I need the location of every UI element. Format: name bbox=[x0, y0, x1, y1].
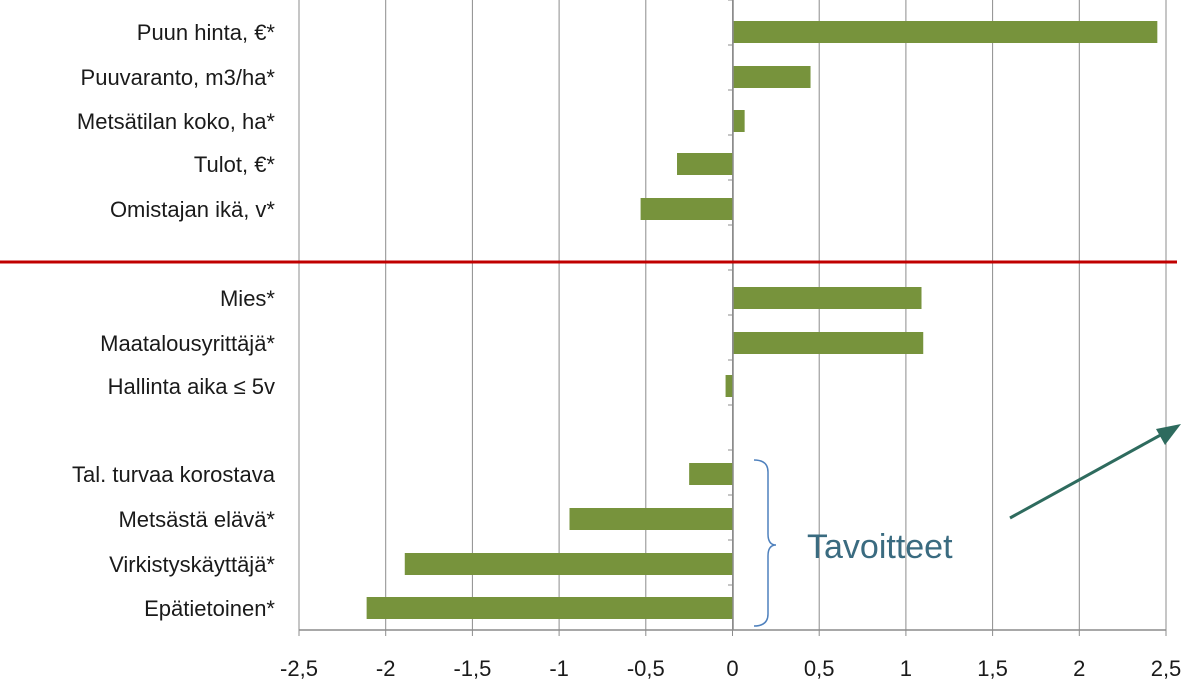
bar bbox=[640, 198, 733, 220]
x-tick-label: -0,5 bbox=[627, 656, 665, 681]
annotation-label: Tavoitteet bbox=[807, 528, 953, 566]
category-label: Virkistyskäyttäjä* bbox=[109, 552, 275, 577]
bar bbox=[725, 375, 733, 397]
annotation-arrow-head bbox=[1156, 424, 1181, 445]
category-label: Puuvaranto, m3/ha* bbox=[81, 65, 276, 90]
category-label: Puun hinta, €* bbox=[137, 20, 276, 45]
annotation-bracket bbox=[753, 459, 777, 627]
bar bbox=[366, 597, 733, 619]
category-label: Omistajan ikä, v* bbox=[110, 197, 275, 222]
bar bbox=[732, 332, 924, 354]
bar bbox=[732, 110, 745, 132]
annotation-group: Tavoitteet bbox=[753, 424, 1181, 627]
x-tick-label: 2,5 bbox=[1151, 656, 1182, 681]
category-label: Metsästä elävä* bbox=[118, 507, 275, 532]
category-label: Hallinta aika ≤ 5v bbox=[108, 374, 275, 399]
annotation-arrow bbox=[1009, 430, 1167, 520]
x-tick-label: -2 bbox=[376, 656, 396, 681]
x-tick-label: 2 bbox=[1073, 656, 1085, 681]
x-tick-label: -1 bbox=[549, 656, 569, 681]
axes bbox=[298, 0, 1167, 636]
category-labels: Puun hinta, €* Puuvaranto, m3/ha* Metsätil… bbox=[72, 20, 276, 621]
bars bbox=[366, 21, 1158, 619]
x-tick-label: 0 bbox=[726, 656, 738, 681]
category-label: Epätietoinen* bbox=[144, 596, 275, 621]
x-tick-label: -2,5 bbox=[280, 656, 318, 681]
x-tick-label: 0,5 bbox=[804, 656, 835, 681]
x-tick-label: 1,5 bbox=[977, 656, 1008, 681]
bar bbox=[732, 21, 1158, 43]
bar bbox=[732, 66, 811, 88]
bar bbox=[677, 153, 733, 175]
bar bbox=[689, 463, 733, 485]
x-tick-labels: -2,5 -2 -1,5 -1 -0,5 0 0,5 1 1,5 2 2,5 bbox=[280, 656, 1181, 681]
x-tick-label: -1,5 bbox=[453, 656, 491, 681]
category-label: Metsätilan koko, ha* bbox=[77, 109, 276, 134]
bar bbox=[404, 553, 733, 575]
category-label: Mies* bbox=[220, 286, 275, 311]
category-label: Tal. turvaa korostava bbox=[72, 462, 276, 487]
bar bbox=[569, 508, 733, 530]
category-label: Tulot, €* bbox=[194, 152, 276, 177]
x-tick-label: 1 bbox=[900, 656, 912, 681]
bar bbox=[732, 287, 922, 309]
category-label: Maatalousyrittäjä* bbox=[100, 331, 275, 356]
